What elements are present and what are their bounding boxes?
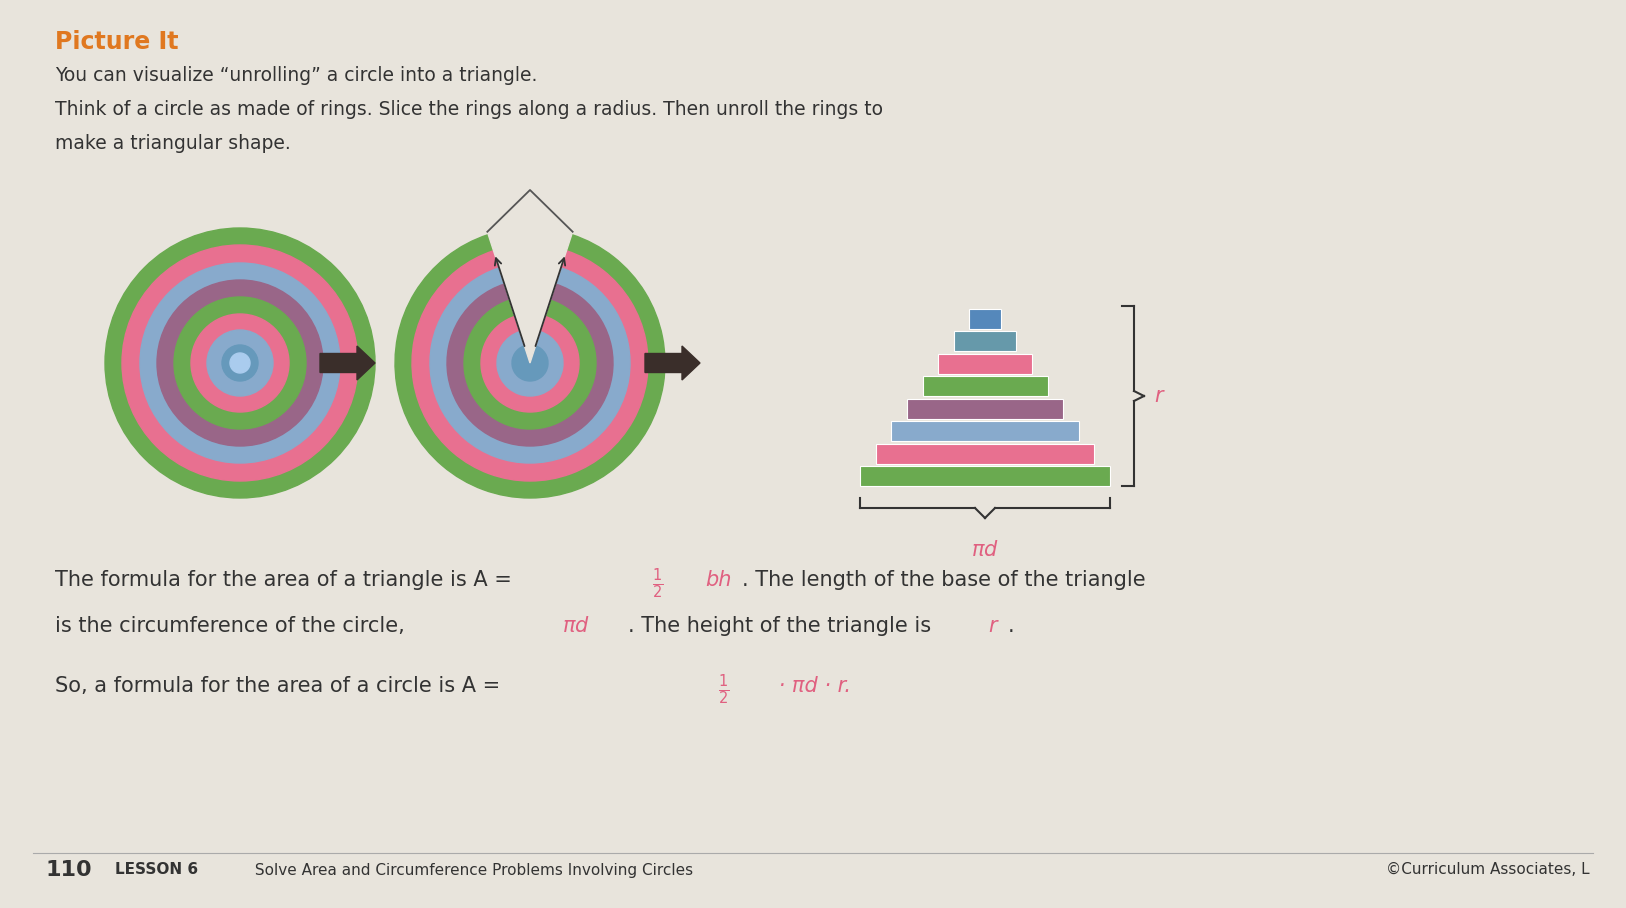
Bar xyxy=(891,421,1078,441)
Text: r: r xyxy=(1154,386,1163,406)
Bar xyxy=(938,354,1033,373)
Text: $\pi d$: $\pi d$ xyxy=(563,616,590,636)
Text: ©Curriculum Associates, L: ©Curriculum Associates, L xyxy=(1387,863,1590,877)
Bar xyxy=(922,376,1047,396)
Wedge shape xyxy=(411,251,649,481)
Wedge shape xyxy=(481,316,579,412)
Circle shape xyxy=(207,330,273,396)
Text: The formula for the area of a triangle is A =: The formula for the area of a triangle i… xyxy=(55,570,519,590)
Text: Picture It: Picture It xyxy=(55,30,179,54)
Text: LESSON 6: LESSON 6 xyxy=(115,863,198,877)
Wedge shape xyxy=(447,284,613,446)
Text: Solve Area and Circumference Problems Involving Circles: Solve Area and Circumference Problems In… xyxy=(250,863,693,877)
Circle shape xyxy=(174,297,306,429)
FancyArrow shape xyxy=(320,346,376,380)
Wedge shape xyxy=(512,346,548,381)
Polygon shape xyxy=(488,232,572,363)
Text: $\frac{1}{2}$: $\frac{1}{2}$ xyxy=(652,566,663,600)
Circle shape xyxy=(158,280,324,446)
Text: $\pi d$: $\pi d$ xyxy=(971,540,998,560)
Circle shape xyxy=(122,245,358,481)
Bar xyxy=(876,444,1094,463)
Bar xyxy=(954,331,1016,351)
Bar xyxy=(969,309,1000,329)
Text: is the circumference of the circle,: is the circumference of the circle, xyxy=(55,616,411,636)
Text: bh: bh xyxy=(706,570,732,590)
Wedge shape xyxy=(498,331,563,396)
Circle shape xyxy=(223,345,259,381)
Text: · πd · r.: · πd · r. xyxy=(772,676,850,696)
Text: Think of a circle as made of rings. Slice the rings along a radius. Then unroll : Think of a circle as made of rings. Slic… xyxy=(55,100,883,119)
Wedge shape xyxy=(463,301,597,429)
Circle shape xyxy=(190,314,289,412)
Bar xyxy=(860,466,1111,486)
Circle shape xyxy=(140,263,340,463)
Text: . The length of the base of the triangle: . The length of the base of the triangle xyxy=(741,570,1146,590)
Bar xyxy=(907,399,1063,419)
Circle shape xyxy=(106,228,376,498)
FancyArrow shape xyxy=(646,346,701,380)
Text: make a triangular shape.: make a triangular shape. xyxy=(55,134,291,153)
Text: So, a formula for the area of a circle is A =: So, a formula for the area of a circle i… xyxy=(55,676,507,696)
Text: . The height of the triangle is: . The height of the triangle is xyxy=(628,616,938,636)
Text: .: . xyxy=(1008,616,1015,636)
Text: You can visualize “unrolling” a circle into a triangle.: You can visualize “unrolling” a circle i… xyxy=(55,66,537,85)
Text: $\frac{1}{2}$: $\frac{1}{2}$ xyxy=(719,672,730,706)
Text: r: r xyxy=(989,616,997,636)
Circle shape xyxy=(229,353,250,373)
Wedge shape xyxy=(429,268,629,463)
Wedge shape xyxy=(395,234,665,498)
Text: 110: 110 xyxy=(46,860,91,880)
